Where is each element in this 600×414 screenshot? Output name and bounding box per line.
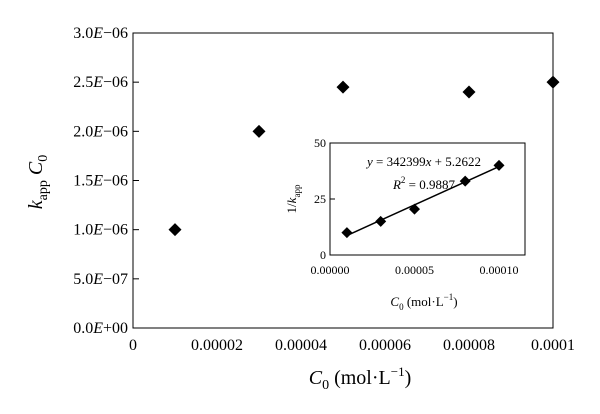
inset-r-squared: R2 = 0.9887 bbox=[392, 175, 456, 192]
main-y-tick-label: 2.0E−06 bbox=[73, 123, 128, 140]
inset-equation: y = 342399x + 5.2622 bbox=[365, 154, 481, 169]
inset-data-point bbox=[459, 175, 471, 187]
inset-data-point bbox=[341, 227, 353, 239]
main-x-tick-label: 0 bbox=[129, 337, 137, 354]
main-data-point bbox=[546, 75, 560, 89]
main-x-tick-label: 0.0001 bbox=[531, 337, 575, 354]
inset-y-tick-label: 25 bbox=[314, 192, 326, 206]
main-data-point bbox=[252, 124, 266, 138]
main-x-axis-title: C0 (mol·L−1) bbox=[309, 364, 412, 393]
main-y-axis-title: kapp C0 bbox=[25, 155, 51, 209]
main-y-tick-label: 5.0E−07 bbox=[73, 271, 128, 288]
inset-x-tick-label: 0.00000 bbox=[311, 263, 350, 277]
main-x-tick-labels: 0 0.00002 0.00004 0.00006 0.00008 0.0001 bbox=[129, 337, 575, 354]
inset-trendline bbox=[346, 165, 500, 237]
main-y-tick-label: 1.0E−06 bbox=[73, 222, 128, 239]
inset-data-point bbox=[409, 203, 420, 215]
main-y-tick-label: 1.5E−06 bbox=[73, 173, 128, 190]
main-y-tick-labels: 0.0E+00 5.0E−07 1.0E−06 1.5E−06 2.0E−06 2.5E−… bbox=[73, 25, 128, 337]
main-y-tick-marks bbox=[133, 32, 139, 329]
main-data-points bbox=[168, 75, 560, 237]
inset-trendline-group bbox=[346, 165, 500, 237]
main-x-tick-label: 0.00008 bbox=[443, 337, 495, 354]
inset-data-points bbox=[341, 159, 505, 239]
main-data-point bbox=[462, 85, 476, 99]
main-x-tick-label: 0.00002 bbox=[191, 337, 243, 354]
inset-y-tick-label: 50 bbox=[314, 136, 326, 150]
inset-x-tick-labels: 0.00000 0.00005 0.00010 bbox=[311, 263, 519, 277]
inset-y-axis-title: 1/kapp bbox=[284, 184, 302, 213]
main-y-tick-label: 3.0E−06 bbox=[73, 25, 128, 42]
inset-x-tick-label: 0.00010 bbox=[480, 263, 519, 277]
inset-data-point bbox=[375, 215, 387, 227]
inset-y-tick-labels: 0 25 50 bbox=[314, 136, 326, 262]
main-y-tick-label: 2.5E−06 bbox=[73, 74, 128, 91]
inset-x-tick-label: 0.00005 bbox=[395, 263, 434, 277]
inset-data-point bbox=[493, 159, 505, 171]
inset-y-tick-marks bbox=[330, 142, 335, 256]
main-data-point bbox=[168, 223, 182, 237]
main-data-point bbox=[336, 80, 350, 94]
inset-y-tick-label: 0 bbox=[320, 248, 326, 262]
main-y-tick-label: 0.0E+00 bbox=[73, 320, 128, 337]
main-x-tick-label: 0.00006 bbox=[359, 337, 411, 354]
inset-x-axis-title: C0 (mol·L−1) bbox=[390, 292, 457, 312]
main-x-tick-label: 0.00004 bbox=[275, 337, 327, 354]
